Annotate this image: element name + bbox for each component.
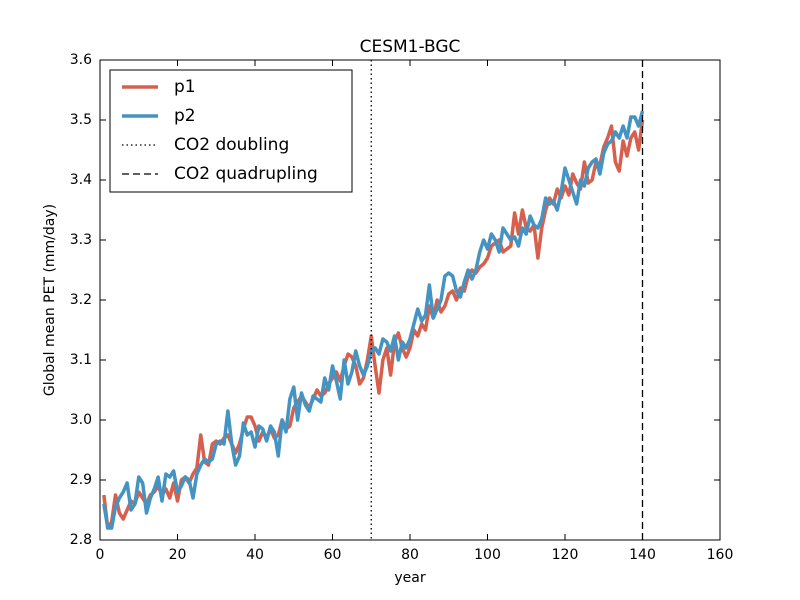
y-tick-label: 3.4 bbox=[70, 172, 92, 188]
legend-label: p2 bbox=[174, 106, 196, 126]
x-tick-label: 60 bbox=[324, 547, 342, 563]
x-tick-label: 120 bbox=[552, 547, 579, 563]
legend-box bbox=[109, 69, 353, 193]
y-tick-label: 3.0 bbox=[70, 412, 92, 428]
x-tick-label: 160 bbox=[707, 547, 734, 563]
chart-title: CESM1-BGC bbox=[360, 37, 461, 57]
y-tick-label: 2.9 bbox=[70, 472, 92, 488]
x-tick-label: 140 bbox=[629, 547, 656, 563]
plot-frame bbox=[99, 59, 721, 541]
x-axis-label: year bbox=[394, 570, 425, 586]
y-axis-label: Global mean PET (mm/day) bbox=[42, 204, 58, 396]
y-tick-label: 3.6 bbox=[70, 52, 92, 68]
y-tick-label: 3.1 bbox=[70, 352, 92, 368]
x-tick-label: 100 bbox=[474, 547, 501, 563]
legend-label: CO2 quadrupling bbox=[174, 164, 318, 184]
x-tick-label: 40 bbox=[246, 547, 264, 563]
legend-label: p1 bbox=[174, 77, 196, 97]
y-tick-label: 3.5 bbox=[70, 112, 92, 128]
line-series bbox=[102, 110, 645, 530]
x-tick-label: 20 bbox=[169, 547, 187, 563]
y-tick-label: 3.3 bbox=[70, 232, 92, 248]
y-tick-label: 3.2 bbox=[70, 292, 92, 308]
x-tick-label: 0 bbox=[96, 547, 105, 563]
legend-label: CO2 doubling bbox=[174, 135, 289, 155]
x-tick-label: 80 bbox=[401, 547, 419, 563]
y-tick-label: 2.8 bbox=[70, 532, 92, 548]
